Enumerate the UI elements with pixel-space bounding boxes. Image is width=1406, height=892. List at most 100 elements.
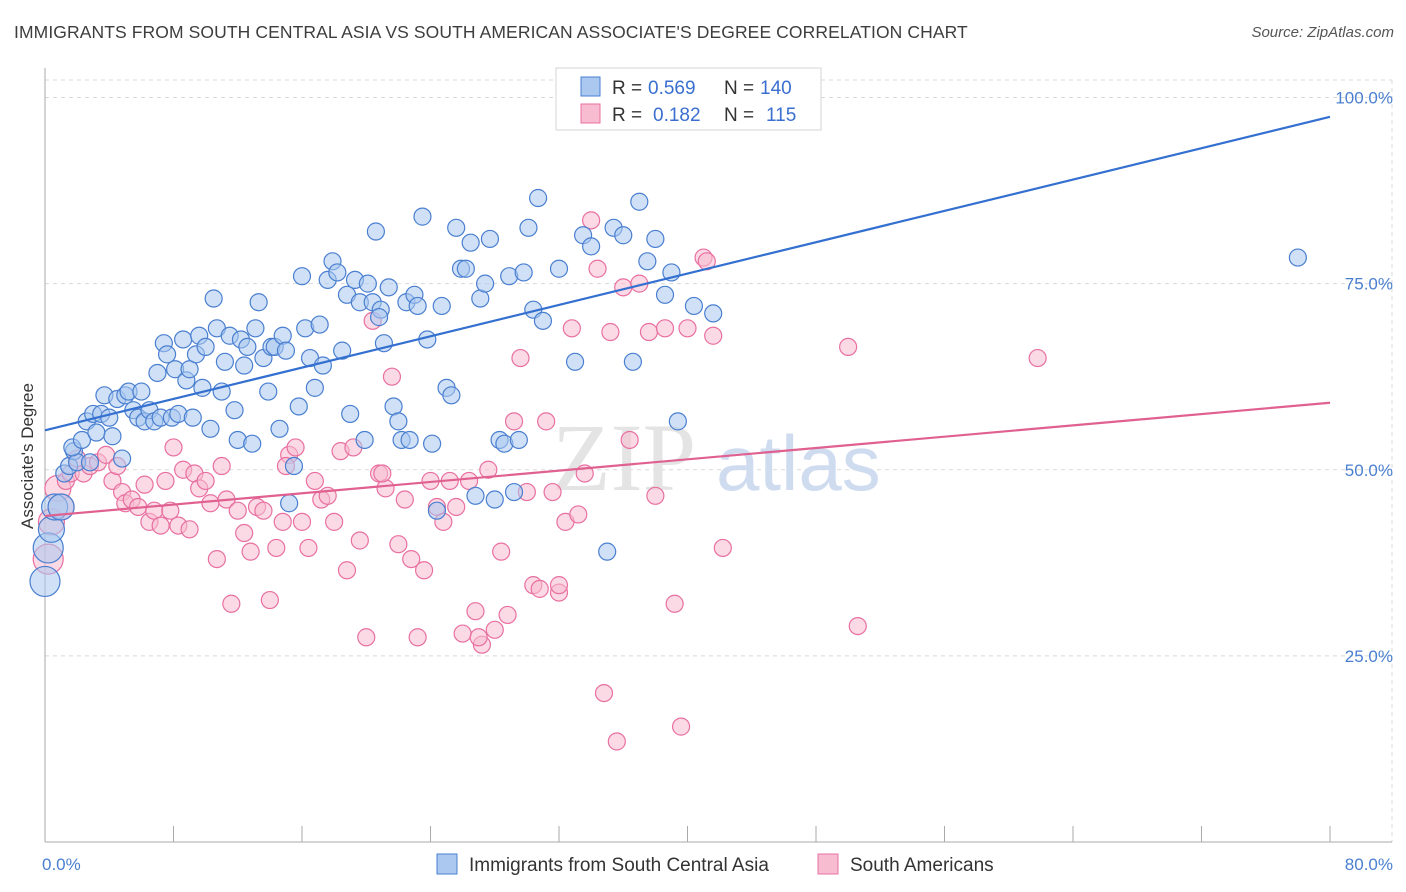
point-south-americans [447, 497, 466, 517]
legend-n-value-2: 115 [766, 105, 796, 126]
point-south-americans [678, 319, 697, 338]
legend-swatch-pink [580, 103, 601, 124]
point-south-americans [196, 471, 215, 491]
point-south-central-asia [87, 423, 106, 442]
point-south-central-asia [284, 456, 304, 476]
point-south-central-asia [456, 259, 475, 278]
point-south-central-asia [427, 501, 447, 520]
x-tick-label: 80.0% [1345, 855, 1393, 874]
point-south-central-asia [370, 308, 389, 327]
point-south-americans [639, 322, 659, 342]
y-tick-label: 75.0% [1345, 275, 1393, 294]
point-south-central-asia [466, 486, 485, 505]
x-tick-label: 0.0% [42, 855, 81, 874]
point-south-americans [848, 616, 867, 636]
point-south-americans [582, 211, 601, 230]
point-south-central-asia [132, 382, 151, 401]
point-south-americans [588, 259, 607, 278]
watermark-atlas: atlas [716, 419, 881, 507]
point-south-americans [254, 501, 273, 520]
point-south-americans [511, 348, 530, 368]
point-south-central-asia [614, 226, 633, 245]
series-legend: Immigrants from South Central Asia South… [436, 853, 994, 876]
point-south-central-asia [366, 222, 385, 241]
series-south-americans [32, 211, 1047, 751]
point-south-americans [466, 602, 485, 621]
source-label: Source: ZipAtlas.com [1251, 24, 1394, 41]
point-south-americans [235, 523, 254, 543]
point-south-central-asia [447, 218, 466, 237]
trend-line-south-central-asia [44, 115, 1331, 432]
legend-n-label-2: N = [724, 105, 754, 126]
point-south-americans [620, 430, 639, 450]
point-south-americans [469, 628, 488, 647]
series-south-central-asia [29, 188, 1307, 598]
point-south-central-asia [514, 263, 533, 282]
legend-r-label-1: R = [612, 78, 642, 99]
legend-r-value-2: 0.182 [653, 105, 701, 126]
point-south-americans [492, 542, 511, 561]
point-south-americans [376, 479, 395, 498]
stats-legend: R = 0.569 N = 140 R = 0.182 N = 115 [555, 67, 822, 131]
x-tick-labels: 0.0% 80.0% [42, 855, 1393, 874]
point-south-americans [180, 520, 199, 539]
point-south-central-asia [623, 352, 642, 371]
point-south-central-asia [174, 330, 193, 349]
point-south-central-asia [201, 419, 220, 438]
point-south-central-asia [313, 356, 332, 375]
point-south-central-asia [598, 542, 617, 561]
point-south-americans [485, 620, 504, 639]
y-tick-label: 100.0% [1335, 89, 1393, 108]
point-south-americans [646, 486, 665, 505]
point-south-americans [453, 624, 472, 643]
point-south-americans [665, 594, 684, 613]
point-south-central-asia [400, 430, 419, 450]
point-south-central-asia [292, 267, 312, 286]
point-south-americans [549, 576, 569, 595]
point-south-central-asia [280, 494, 299, 513]
point-south-central-asia [103, 427, 122, 446]
point-south-americans [1028, 348, 1047, 368]
point-south-americans [671, 717, 691, 736]
point-south-americans [228, 501, 247, 520]
point-south-central-asia [480, 229, 500, 249]
point-south-americans [156, 471, 175, 491]
point-south-central-asia [549, 259, 569, 278]
point-south-central-asia [509, 430, 528, 450]
point-south-americans [569, 505, 588, 524]
point-south-americans [299, 538, 318, 558]
point-south-central-asia [519, 218, 538, 237]
point-south-americans [350, 531, 369, 550]
trend-lines [44, 115, 1331, 518]
point-south-americans [601, 322, 620, 342]
point-south-americans [337, 561, 357, 580]
point-south-central-asia [655, 285, 675, 304]
point-south-americans [562, 319, 581, 338]
point-south-central-asia [379, 278, 398, 297]
point-south-americans [704, 326, 723, 345]
point-south-americans [151, 516, 170, 535]
point-south-americans [594, 683, 614, 703]
point-south-central-asia [1288, 248, 1307, 267]
point-south-americans [201, 494, 220, 513]
point-south-central-asia [358, 274, 377, 293]
point-south-americans [164, 438, 183, 457]
point-south-americans [414, 561, 434, 580]
legend-n-value-1: 140 [760, 78, 792, 99]
point-south-central-asia [215, 352, 234, 371]
y-tick-label: 50.0% [1345, 461, 1393, 480]
point-south-central-asia [305, 378, 324, 397]
point-south-central-asia [246, 319, 265, 338]
series-legend-label-blue: Immigrants from South Central Asia [469, 855, 769, 876]
point-south-americans [357, 628, 376, 647]
point-south-americans [241, 542, 260, 561]
legend-n-label-1: N = [724, 78, 754, 99]
watermark: ZIP atlas [552, 404, 881, 511]
point-south-central-asia [259, 382, 278, 401]
point-south-americans [389, 535, 408, 554]
series-legend-swatch-blue [436, 853, 458, 875]
point-south-central-asia [476, 274, 495, 293]
point-south-americans [260, 590, 279, 610]
point-south-central-asia [238, 337, 257, 357]
point-south-americans [273, 512, 292, 531]
